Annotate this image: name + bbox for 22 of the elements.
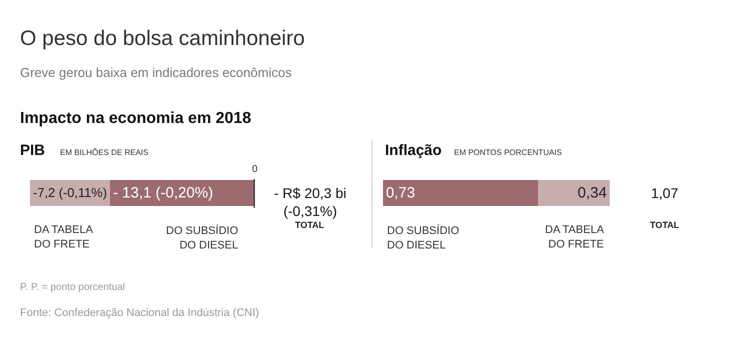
text: Impacto na economia em 2018 <box>20 110 252 127</box>
chart-title: Inflação <box>385 142 442 159</box>
data-label: 0,34 <box>578 184 607 202</box>
series-label: DA TABELA DO FRETE <box>545 224 605 250</box>
total-label: - R$ 20,3 bi (-0,31%) <box>274 185 346 220</box>
series-label: DA TABELA DO FRETE <box>34 224 94 250</box>
text: P. P. = ponto porcentual <box>20 282 125 293</box>
series-label: DO SUBSÍDIO DO DIESEL <box>387 224 460 252</box>
data-label: -7,2 (-0,11%) <box>33 184 107 200</box>
text: Greve gerou baixa em indicadores econômicos <box>20 65 292 80</box>
text: O peso do bolsa caminhoneiro <box>20 27 305 50</box>
text: TOTAL <box>295 220 325 230</box>
data-label: 0,73 <box>386 184 416 202</box>
chart-title: PIB <box>20 142 46 159</box>
chart-subtitle: EM PONTOS PORCENTUAIS <box>454 148 562 157</box>
text: TOTAL <box>650 220 680 230</box>
source-note: Fonte: Confederação Nacional da Indústria (CNI) <box>20 307 260 319</box>
series-label: DO SUBSÍDIO DO DIESEL <box>166 224 239 252</box>
total-label: 1,07 <box>651 185 678 201</box>
chart-subtitle: EM BILHÕES DE REAIS <box>60 147 148 157</box>
data-label: - 13,1 (-0,20%) <box>113 184 214 202</box>
ref-line-label: 0 <box>252 164 258 175</box>
